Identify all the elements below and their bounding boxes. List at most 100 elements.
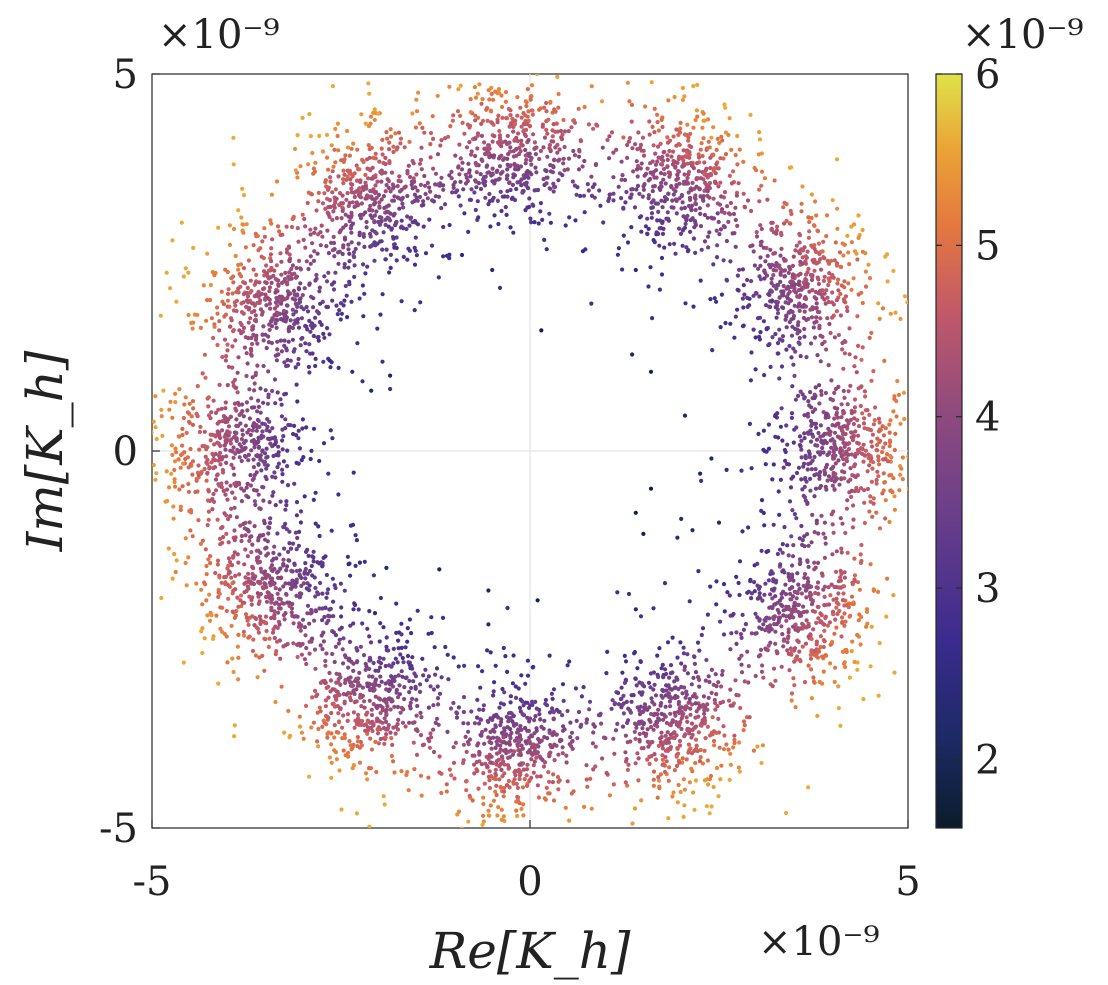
scatter-point [286, 708, 291, 714]
scatter-point [353, 602, 358, 608]
scatter-point [724, 277, 729, 282]
scatter-point [556, 779, 561, 784]
scatter-point [716, 184, 721, 189]
scatter-point [296, 239, 301, 244]
scatter-point [295, 304, 300, 309]
scatter-point [643, 224, 649, 229]
scatter-point [810, 512, 815, 518]
scatter-point [370, 242, 375, 247]
scatter-point [852, 249, 858, 254]
scatter-point [789, 165, 794, 170]
scatter-point [421, 199, 426, 204]
scatter-point [276, 606, 282, 611]
scatter-point [832, 258, 837, 263]
scatter-point [501, 748, 506, 753]
scatter-point [777, 376, 782, 381]
scatter-point [534, 755, 539, 760]
scatter-point [282, 525, 287, 530]
scatter-point [396, 717, 401, 723]
scatter-point [308, 329, 313, 334]
scatter-point [526, 728, 531, 734]
scatter-point [399, 769, 404, 774]
scatter-point [550, 780, 556, 785]
scatter-point [493, 789, 498, 794]
scatter-point [778, 279, 783, 284]
scatter-point [333, 198, 338, 203]
scatter-point [677, 142, 682, 147]
scatter-point [165, 498, 170, 504]
scatter-point [846, 389, 851, 394]
scatter-point [264, 446, 269, 451]
scatter-point [652, 184, 658, 189]
scatter-point [497, 750, 502, 755]
scatter-point [334, 757, 339, 762]
scatter-point [303, 576, 308, 581]
scatter-point [846, 446, 852, 452]
scatter-point [641, 184, 646, 189]
scatter-point [266, 644, 271, 650]
scatter-point [699, 247, 704, 252]
scatter-point [219, 485, 224, 490]
scatter-point [911, 495, 915, 499]
scatter-point [205, 298, 210, 303]
scatter-point [797, 294, 802, 300]
scatter-point [200, 626, 205, 631]
scatter-point [234, 423, 239, 428]
scatter-point [404, 226, 409, 232]
scatter-point [629, 119, 634, 124]
scatter-point [768, 247, 773, 252]
scatter-point [882, 358, 887, 363]
scatter-point [848, 466, 853, 471]
scatter-point [521, 703, 526, 708]
scatter-point [805, 414, 811, 419]
scatter-point [302, 494, 307, 499]
scatter-point [384, 130, 389, 135]
scatter-point [426, 674, 431, 679]
scatter-point [236, 355, 241, 360]
scatter-point [363, 121, 368, 126]
scatter-point [309, 294, 314, 299]
scatter-point [159, 414, 164, 419]
scatter-point [444, 253, 449, 258]
scatter-point [809, 341, 814, 346]
scatter-point [508, 727, 513, 732]
scatter-point [775, 300, 781, 305]
scatter-point [529, 220, 534, 225]
scatter-point [224, 608, 229, 614]
scatter-point [650, 316, 655, 321]
scatter-point [258, 566, 263, 571]
scatter-point [505, 189, 510, 194]
scatter-point [836, 458, 841, 463]
scatter-point [824, 213, 830, 218]
scatter-point [395, 195, 400, 200]
scatter-point [250, 614, 255, 619]
scatter-point [485, 764, 490, 769]
scatter-point [386, 648, 391, 653]
scatter-point [509, 121, 514, 126]
scatter-point [892, 507, 898, 512]
scatter-point [256, 248, 261, 253]
scatter-point [841, 366, 846, 371]
scatter-point [198, 424, 203, 429]
scatter-point [700, 125, 705, 130]
scatter-point [685, 213, 690, 218]
scatter-point [814, 261, 819, 266]
scatter-point [274, 263, 279, 268]
scatter-point [633, 142, 638, 147]
scatter-point [693, 207, 698, 213]
scatter-point [861, 459, 866, 464]
scatter-point [729, 181, 735, 186]
scatter-point [842, 444, 847, 449]
scatter-point [501, 794, 506, 799]
scatter-point [152, 430, 154, 435]
scatter-point [146, 592, 150, 596]
scatter-point [428, 684, 433, 689]
scatter-point [891, 268, 896, 273]
scatter-point [820, 445, 825, 451]
scatter-point [321, 441, 327, 446]
scatter-point [741, 305, 746, 310]
scatter-point [522, 777, 527, 782]
scatter-point [224, 480, 229, 485]
scatter-point [771, 251, 776, 256]
scatter-point [831, 302, 837, 307]
